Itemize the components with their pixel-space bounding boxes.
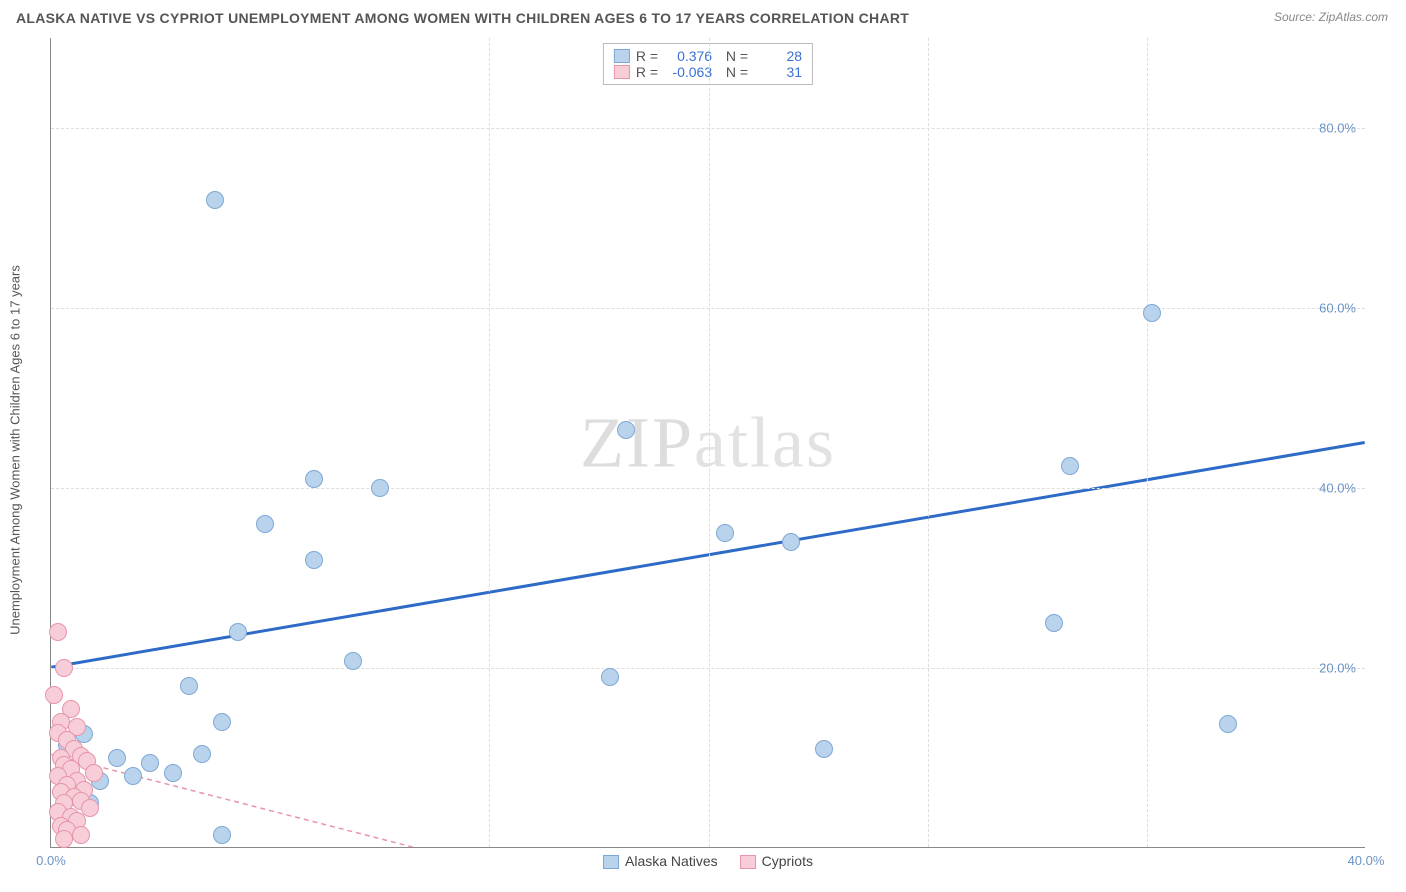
data-point: [72, 826, 90, 844]
data-point: [256, 515, 274, 533]
legend-r-value: 0.376: [664, 48, 712, 64]
source-label: Source: ZipAtlas.com: [1274, 10, 1388, 24]
data-point: [213, 713, 231, 731]
data-point: [1061, 457, 1079, 475]
data-point: [81, 799, 99, 817]
x-tick-label: 0.0%: [36, 853, 66, 868]
legend-swatch: [740, 855, 756, 869]
data-point: [141, 754, 159, 772]
y-tick-label: 80.0%: [1301, 121, 1356, 136]
data-point: [85, 764, 103, 782]
data-point: [45, 686, 63, 704]
data-point: [782, 533, 800, 551]
gridline-vertical: [1147, 38, 1148, 847]
data-point: [55, 830, 73, 848]
data-point: [371, 479, 389, 497]
trend-line: [51, 754, 412, 847]
gridline-vertical: [928, 38, 929, 847]
legend-series-label: Alaska Natives: [625, 853, 718, 869]
y-tick-label: 40.0%: [1301, 481, 1356, 496]
data-point: [55, 659, 73, 677]
data-point: [815, 740, 833, 758]
data-point: [305, 551, 323, 569]
legend-series: Alaska Natives Cypriots: [603, 853, 813, 869]
legend-r-value: -0.063: [664, 64, 712, 80]
gridline-vertical: [709, 38, 710, 847]
legend-n-value: 31: [754, 64, 802, 80]
data-point: [344, 652, 362, 670]
chart-plot-area: ZIPatlas R = 0.376 N = 28 R = -0.063 N =…: [50, 38, 1365, 848]
gridline-vertical: [489, 38, 490, 847]
data-point: [601, 668, 619, 686]
legend-n-label: N =: [718, 48, 748, 64]
data-point: [305, 470, 323, 488]
legend-n-value: 28: [754, 48, 802, 64]
legend-series-item: Alaska Natives: [603, 853, 718, 869]
x-tick-label: 40.0%: [1348, 853, 1385, 868]
legend-r-label: R =: [636, 48, 658, 64]
y-axis-title: Unemployment Among Women with Children A…: [8, 265, 23, 635]
watermark-a: ZIP: [580, 402, 694, 482]
legend-swatch: [614, 49, 630, 63]
data-point: [617, 421, 635, 439]
y-tick-label: 60.0%: [1301, 301, 1356, 316]
data-point: [1045, 614, 1063, 632]
chart-title: ALASKA NATIVE VS CYPRIOT UNEMPLOYMENT AM…: [16, 10, 909, 26]
legend-r-label: R =: [636, 64, 658, 80]
data-point: [716, 524, 734, 542]
data-point: [1219, 715, 1237, 733]
legend-swatch: [603, 855, 619, 869]
legend-swatch: [614, 65, 630, 79]
data-point: [206, 191, 224, 209]
data-point: [124, 767, 142, 785]
data-point: [1143, 304, 1161, 322]
data-point: [108, 749, 126, 767]
data-point: [49, 623, 67, 641]
data-point: [164, 764, 182, 782]
data-point: [213, 826, 231, 844]
watermark-b: atlas: [694, 402, 836, 482]
legend-series-label: Cypriots: [762, 853, 813, 869]
data-point: [193, 745, 211, 763]
y-tick-label: 20.0%: [1301, 661, 1356, 676]
data-point: [229, 623, 247, 641]
legend-n-label: N =: [718, 64, 748, 80]
legend-series-item: Cypriots: [740, 853, 813, 869]
data-point: [180, 677, 198, 695]
